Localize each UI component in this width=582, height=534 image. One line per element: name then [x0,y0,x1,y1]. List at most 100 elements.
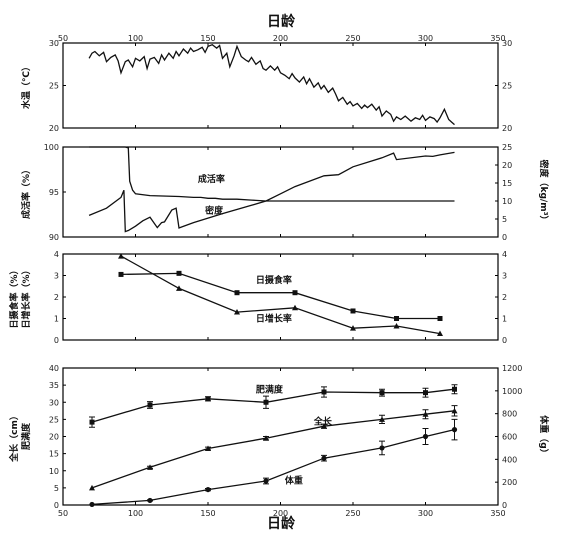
series-line [88,151,455,233]
data-point [147,497,153,504]
series-line [88,43,455,126]
top-x-tick-label: 300 [418,34,433,43]
right-y-tick-label: 1000 [502,387,522,396]
data-point [379,416,385,422]
left-y-axis-label: 全长（cm） [8,411,20,463]
right-y-tick-label: 0 [502,501,507,510]
series-line [91,388,455,423]
series-日摄食率 [118,270,443,321]
bottom-x-tick-label: 150 [200,509,215,518]
data-point [89,484,95,491]
right-y-tick-label: 5 [502,215,507,224]
data-point [437,316,443,321]
bottom-x-tick-label: 300 [418,509,433,518]
bottom-x-tick-labels: 50 100 150 200 250 300 350 [58,509,506,518]
right-y-tick-label: 800 [502,410,517,419]
left-y-tick-label: 15 [49,450,59,459]
left-y-tick-label: 30 [49,398,59,407]
top-x-tick-label: 200 [273,34,288,43]
data-point [205,445,211,451]
left-y-axis-label-2: 肥满度 [20,422,32,450]
bottom-x-tick-label: 50 [58,509,68,518]
data-point [263,399,269,405]
right-y-tick-label: 20 [502,161,512,170]
right-y-tick-label: 0 [502,336,507,345]
data-point [292,304,298,311]
left-y-tick-label: 35 [49,381,59,390]
left-y-axis-label: 成活率（%） [20,165,32,219]
data-point [292,290,298,296]
right-y-tick-label: 1200 [502,364,522,373]
right-y-tick-label: 10 [502,197,512,206]
bottom-x-tick-label: 200 [273,509,288,518]
series-肥满度 [89,384,458,428]
data-point [452,386,457,392]
right-y-tick-label: 25 [502,82,512,91]
data-point [176,270,182,276]
data-point [379,390,385,396]
series-密度 [88,151,455,233]
data-point [379,445,385,451]
series-annotation: 日增长率 [256,313,292,325]
data-point [350,325,356,331]
data-point [423,390,428,396]
data-point [147,464,153,470]
right-y-tick-label: 25 [502,143,512,152]
right-y-tick-label: 2 [502,293,507,302]
right-y-tick-label: 400 [502,455,517,464]
series-annotation: 密度 [204,205,224,217]
data-point [147,402,153,408]
data-point [118,253,124,259]
data-point [437,330,443,337]
left-y-tick-label: 0 [54,501,59,510]
right-y-tick-label: 30 [502,39,512,48]
data-point [89,501,95,508]
data-point [394,316,399,321]
right-y-tick-label: 1 [502,315,507,324]
series-line [91,428,455,506]
left-y-axis-label: 日摄食率（%） [8,265,20,328]
left-y-tick-label: 20 [49,433,59,442]
top-x-tick-labels: 50 100 150 200 250 300 350 [58,34,506,43]
series-line [91,410,455,489]
series-成活率 [89,146,455,202]
series-annotation: 全长 [313,416,333,428]
left-y-tick-label: 2 [54,293,59,302]
right-y-tick-label: 20 [502,124,512,133]
right-y-tick-label: 200 [502,478,517,487]
data-point [234,309,240,315]
left-y-axis-label: 水温（℃） [20,62,32,109]
top-x-tick-label: 50 [58,34,68,43]
data-point [321,455,327,461]
data-point [89,419,95,425]
top-x-tick-label: 150 [200,34,215,43]
left-y-tick-label: 0 [54,336,59,345]
right-y-tick-label: 0 [502,233,507,242]
right-y-axis-label: 密度（kg/m³） [538,158,550,224]
data-point [321,389,327,395]
data-point [321,423,327,429]
right-y-tick-label: 15 [502,179,512,188]
data-point [451,407,458,414]
series-全长 [89,405,458,491]
top-x-tick-label: 250 [345,34,360,43]
left-y-tick-label: 40 [49,364,59,373]
series-temp [88,43,455,126]
right-y-tick-label: 3 [502,272,507,281]
right-y-axis-label: 体重（g） [538,415,550,457]
series-annotation: 成活率 [198,173,225,185]
left-y-tick-label: 3 [54,272,59,281]
bottom-x-tick-label: 100 [128,509,143,518]
series-annotation: 体重 [285,474,303,486]
data-point [205,396,211,402]
data-point [118,271,124,277]
series-annotation: 肥满度 [256,384,284,396]
left-y-tick-label: 20 [49,124,59,133]
left-y-tick-label: 25 [49,82,59,91]
data-point [350,308,356,314]
bottom-x-axis-title: 日龄 [267,515,296,532]
data-point [422,411,429,417]
bottom-x-tick-label: 250 [345,509,360,518]
